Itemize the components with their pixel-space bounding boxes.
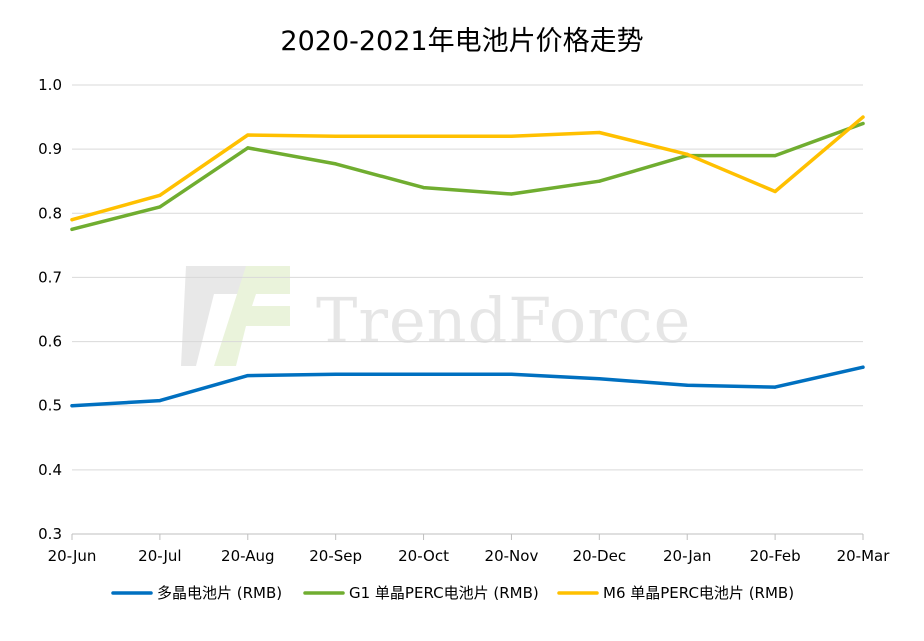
data-point xyxy=(509,372,514,376)
trendforce-logo-icon xyxy=(181,266,290,366)
data-point xyxy=(773,153,777,158)
data-point xyxy=(246,146,250,150)
data-point xyxy=(158,205,162,209)
data-point xyxy=(685,152,689,156)
data-point xyxy=(70,227,74,231)
series-line-1 xyxy=(70,365,865,408)
x-tick-label: 20-Feb xyxy=(750,547,801,565)
y-tick-label: 0.3 xyxy=(38,525,62,543)
legend-label-1: 多晶电池片 (RMB) xyxy=(157,584,282,602)
data-point xyxy=(861,365,865,369)
x-tick-label: 20-Dec xyxy=(573,547,627,565)
watermark-text: TrendForce xyxy=(316,284,691,357)
data-point xyxy=(334,162,338,166)
y-axis: 0.3 0.4 0.5 0.6 0.7 0.8 0.9 1.0 xyxy=(38,76,62,543)
series-line-2 xyxy=(70,121,865,232)
data-point xyxy=(70,404,74,408)
series-line-3 xyxy=(70,115,865,222)
y-tick-label: 0.9 xyxy=(38,140,62,158)
data-point xyxy=(246,373,250,378)
x-tick-label: 20-Aug xyxy=(221,547,274,565)
data-point xyxy=(246,133,250,137)
x-tick-label: 20-Jul xyxy=(138,547,181,565)
y-tick-label: 0.4 xyxy=(38,461,62,479)
data-point xyxy=(597,377,601,381)
data-point xyxy=(70,218,74,222)
data-point xyxy=(773,189,777,194)
x-tick-label: 20-Jan xyxy=(663,547,711,565)
data-point xyxy=(158,193,162,197)
y-tick-label: 0.6 xyxy=(38,333,62,351)
y-tick-label: 0.8 xyxy=(38,204,62,222)
watermark: TrendForce xyxy=(181,266,691,366)
x-tick-label: 20-Sep xyxy=(309,547,362,565)
data-point xyxy=(773,385,777,389)
data-point xyxy=(334,134,338,138)
data-point xyxy=(597,130,601,135)
x-axis: 20-Jun 20-Jul 20-Aug 20-Sep 20-Oct 20-Nov 20-D… xyxy=(48,533,891,565)
data-point xyxy=(158,398,162,403)
data-point xyxy=(685,383,689,387)
data-point xyxy=(334,372,338,376)
chart-title: 2020-2021年电池片价格走势 xyxy=(280,26,643,57)
x-tick-label: 20-Oct xyxy=(398,547,449,565)
y-tick-label: 0.5 xyxy=(38,397,62,415)
data-point xyxy=(861,115,865,119)
data-point xyxy=(597,179,601,183)
legend-label-2: G1 单晶PERC电池片 (RMB) xyxy=(349,584,539,602)
data-point xyxy=(509,134,514,138)
x-tick-label: 20-Mar xyxy=(837,547,891,565)
grid-lines xyxy=(72,84,863,471)
x-tick-label: 20-Nov xyxy=(485,547,539,565)
legend: 多晶电池片 (RMB) G1 单晶PERC电池片 (RMB) M6 单晶PERC电池… xyxy=(111,584,794,602)
data-point xyxy=(421,186,426,190)
legend-label-3: M6 单晶PERC电池片 (RMB) xyxy=(603,584,794,602)
data-point xyxy=(861,121,865,126)
y-tick-label: 0.7 xyxy=(38,268,62,286)
data-point xyxy=(421,372,426,376)
data-point xyxy=(421,134,426,138)
series-lines xyxy=(70,115,865,408)
data-point xyxy=(509,192,514,196)
y-tick-label: 1.0 xyxy=(38,76,62,94)
x-tick-label: 20-Jun xyxy=(48,547,97,565)
